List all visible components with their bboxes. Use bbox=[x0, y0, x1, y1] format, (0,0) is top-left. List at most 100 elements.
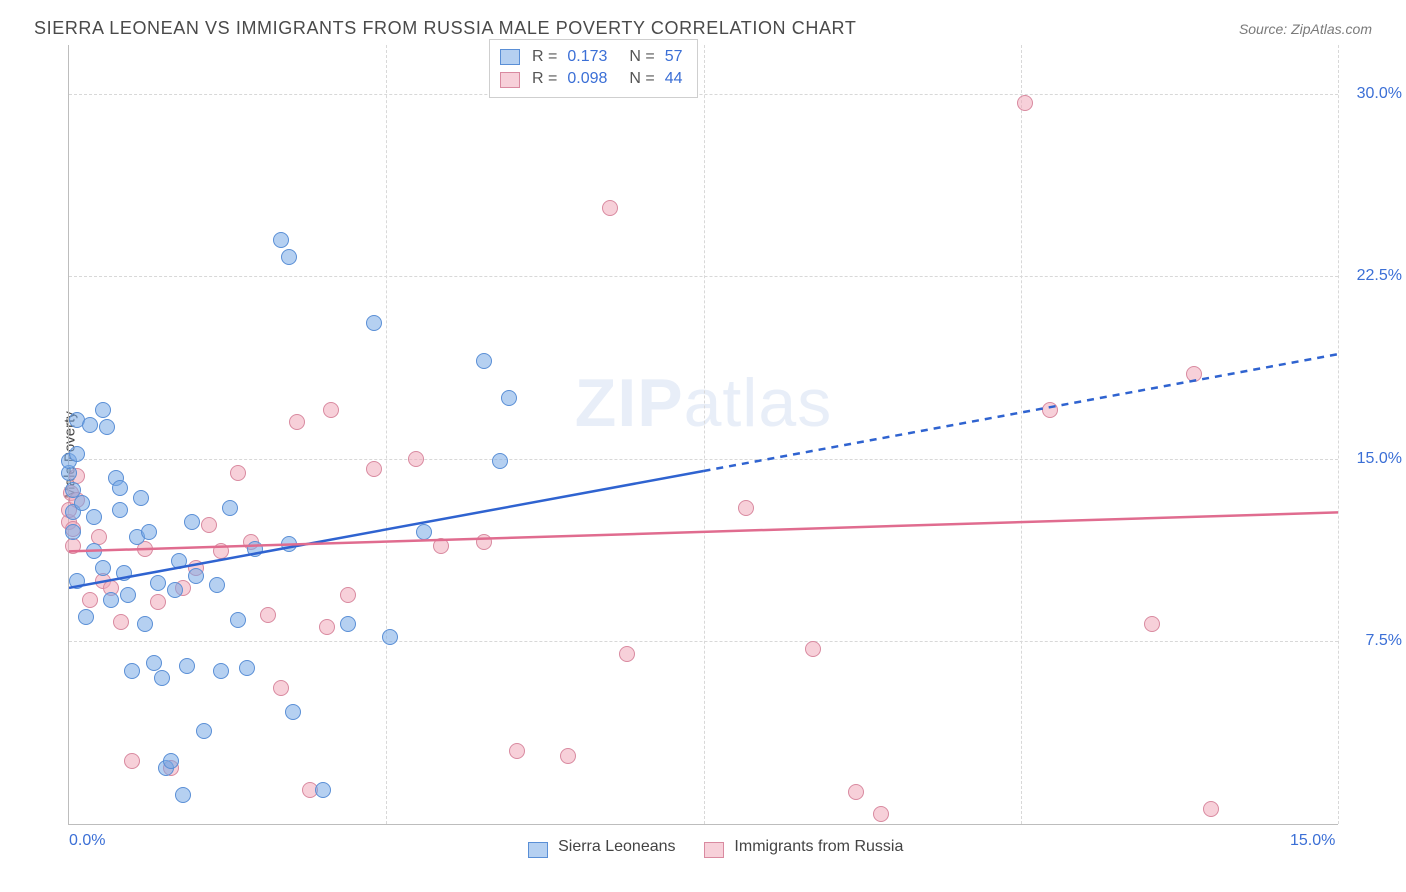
data-point-pink bbox=[113, 614, 129, 630]
source-label: Source: ZipAtlas.com bbox=[1239, 21, 1372, 37]
data-point-blue bbox=[315, 782, 331, 798]
data-point-blue bbox=[188, 568, 204, 584]
y-tick-label: 22.5% bbox=[1344, 267, 1402, 285]
data-point-pink bbox=[273, 680, 289, 696]
data-point-pink bbox=[560, 748, 576, 764]
data-point-blue bbox=[141, 524, 157, 540]
chart-area: Male Poverty ZIPatlas R = 0.173 N = 57 R… bbox=[28, 45, 1378, 865]
data-point-pink bbox=[619, 646, 635, 662]
data-point-blue bbox=[230, 612, 246, 628]
n-label: N = bbox=[629, 68, 654, 90]
chart-title: SIERRA LEONEAN VS IMMIGRANTS FROM RUSSIA… bbox=[34, 18, 856, 39]
data-point-blue bbox=[285, 704, 301, 720]
n-value: 57 bbox=[665, 46, 683, 68]
data-point-pink bbox=[1186, 366, 1202, 382]
data-point-blue bbox=[124, 663, 140, 679]
data-point-pink bbox=[124, 753, 140, 769]
plot-region: ZIPatlas R = 0.173 N = 57 R = 0.098 N = … bbox=[68, 45, 1338, 825]
data-point-blue bbox=[154, 670, 170, 686]
data-point-blue bbox=[78, 609, 94, 625]
n-label: N = bbox=[629, 46, 654, 68]
data-point-blue bbox=[476, 353, 492, 369]
data-point-pink bbox=[65, 538, 81, 554]
gridline bbox=[1021, 45, 1022, 824]
data-point-blue bbox=[120, 587, 136, 603]
data-point-pink bbox=[91, 529, 107, 545]
x-tick-label: 15.0% bbox=[1290, 832, 1335, 850]
data-point-blue bbox=[382, 629, 398, 645]
data-point-blue bbox=[150, 575, 166, 591]
data-point-pink bbox=[476, 534, 492, 550]
data-point-blue bbox=[116, 565, 132, 581]
series-label: Sierra Leoneans bbox=[558, 838, 675, 855]
legend-swatch-pink bbox=[500, 72, 520, 88]
data-point-blue bbox=[74, 495, 90, 511]
data-point-blue bbox=[146, 655, 162, 671]
data-point-pink bbox=[433, 538, 449, 554]
data-point-pink bbox=[213, 543, 229, 559]
data-point-blue bbox=[175, 787, 191, 803]
legend-swatch-pink bbox=[704, 842, 724, 858]
data-point-pink bbox=[366, 461, 382, 477]
legend-row-blue: R = 0.173 N = 57 bbox=[500, 46, 683, 68]
data-point-blue bbox=[184, 514, 200, 530]
data-point-pink bbox=[323, 402, 339, 418]
data-point-pink bbox=[150, 594, 166, 610]
data-point-blue bbox=[209, 577, 225, 593]
data-point-blue bbox=[416, 524, 432, 540]
legend-swatch-blue bbox=[528, 842, 548, 858]
data-point-blue bbox=[167, 582, 183, 598]
data-point-blue bbox=[239, 660, 255, 676]
data-point-blue bbox=[340, 616, 356, 632]
data-point-blue bbox=[222, 500, 238, 516]
data-point-blue bbox=[103, 592, 119, 608]
n-value: 44 bbox=[665, 68, 683, 90]
data-point-blue bbox=[95, 560, 111, 576]
data-point-blue bbox=[95, 402, 111, 418]
data-point-pink bbox=[509, 743, 525, 759]
data-point-blue bbox=[69, 446, 85, 462]
data-point-blue bbox=[492, 453, 508, 469]
y-tick-label: 15.0% bbox=[1344, 450, 1402, 468]
r-label: R = bbox=[532, 46, 557, 68]
legend-row-pink: R = 0.098 N = 44 bbox=[500, 68, 683, 90]
gridline bbox=[386, 45, 387, 824]
data-point-pink bbox=[602, 200, 618, 216]
data-point-pink bbox=[408, 451, 424, 467]
data-point-pink bbox=[1042, 402, 1058, 418]
series-legend: Sierra Leoneans Immigrants from Russia bbox=[69, 838, 1338, 856]
legend-swatch-blue bbox=[500, 49, 520, 65]
data-point-pink bbox=[289, 414, 305, 430]
x-tick-label: 0.0% bbox=[69, 832, 105, 850]
data-point-blue bbox=[86, 509, 102, 525]
data-point-pink bbox=[873, 806, 889, 822]
data-point-blue bbox=[69, 573, 85, 589]
data-point-blue bbox=[163, 753, 179, 769]
r-value: 0.173 bbox=[567, 46, 607, 68]
series-label: Immigrants from Russia bbox=[734, 838, 903, 855]
data-point-blue bbox=[133, 490, 149, 506]
data-point-pink bbox=[340, 587, 356, 603]
data-point-blue bbox=[99, 419, 115, 435]
data-point-pink bbox=[230, 465, 246, 481]
data-point-pink bbox=[82, 592, 98, 608]
data-point-blue bbox=[213, 663, 229, 679]
data-point-pink bbox=[1144, 616, 1160, 632]
data-point-blue bbox=[65, 524, 81, 540]
data-point-blue bbox=[112, 502, 128, 518]
correlation-legend: R = 0.173 N = 57 R = 0.098 N = 44 bbox=[489, 39, 698, 98]
data-point-pink bbox=[738, 500, 754, 516]
data-point-blue bbox=[247, 541, 263, 557]
data-point-pink bbox=[805, 641, 821, 657]
y-tick-label: 30.0% bbox=[1344, 85, 1402, 103]
data-point-blue bbox=[501, 390, 517, 406]
data-point-pink bbox=[1017, 95, 1033, 111]
data-point-blue bbox=[86, 543, 102, 559]
data-point-blue bbox=[273, 232, 289, 248]
data-point-pink bbox=[260, 607, 276, 623]
r-value: 0.098 bbox=[567, 68, 607, 90]
gridline bbox=[1338, 45, 1339, 824]
data-point-pink bbox=[848, 784, 864, 800]
data-point-blue bbox=[366, 315, 382, 331]
data-point-blue bbox=[137, 616, 153, 632]
